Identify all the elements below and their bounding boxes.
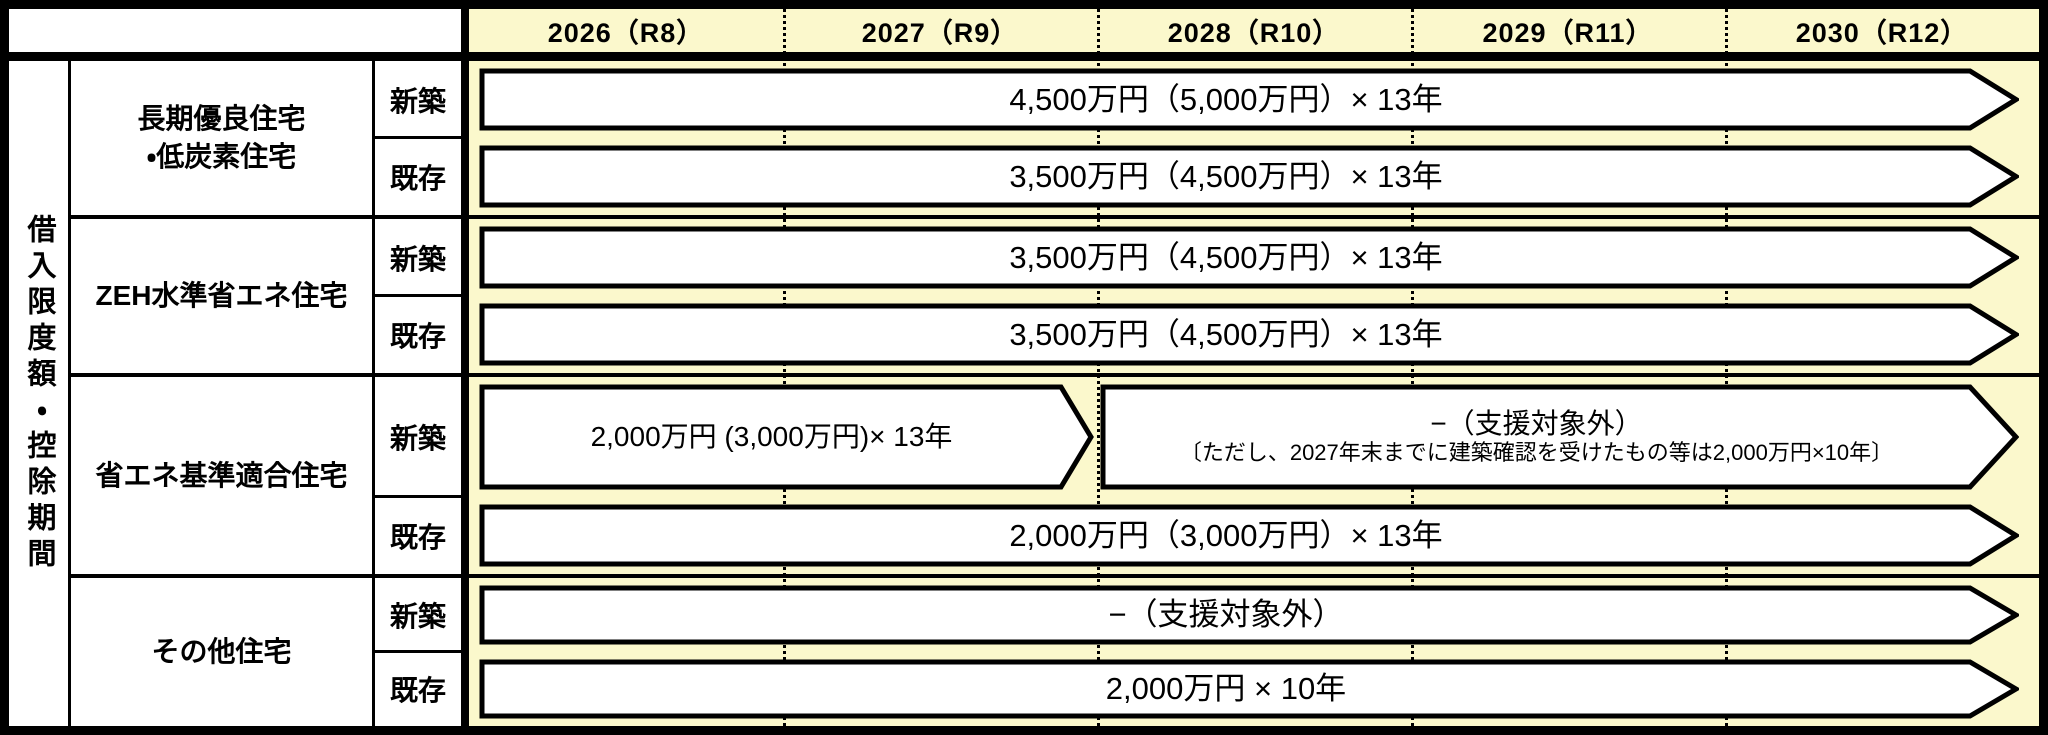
pennant-arrow-shape bbox=[1100, 384, 2019, 490]
arrow-g1-existing: 3,500万円（4,500万円）× 13年 bbox=[479, 145, 2019, 208]
arrow-note: 〔ただし、2027年末までに建築確認を受けたもの等は2,000万円×10年〕 bbox=[1179, 440, 1894, 466]
group-line-3-right bbox=[469, 574, 2039, 578]
category-zeh: ZEH水準省エネ住宅 bbox=[71, 219, 372, 373]
subtype-g2-new: 新築 bbox=[375, 219, 461, 296]
arrow-value: 3,500万円（4,500万円）× 13年 bbox=[1009, 158, 1443, 194]
arrow-value: 4,500万円（5,000万円）× 13年 bbox=[1009, 81, 1443, 117]
column-separator-2029-2030 bbox=[1725, 9, 1728, 726]
header-corner-cell bbox=[9, 9, 461, 52]
year-header-2026: 2026（R8） bbox=[547, 18, 705, 48]
category-sonota: その他住宅 bbox=[71, 578, 372, 726]
arrow-value: 2,000万円（3,000万円）× 13年 bbox=[1009, 517, 1443, 553]
arrow-g4-new: −（支援対象外） bbox=[479, 585, 2019, 645]
year-header-band bbox=[469, 9, 2039, 52]
group-line-2-left bbox=[71, 373, 461, 377]
pennant-arrow-shape bbox=[479, 659, 2019, 719]
year-header-2030: 2030（R12） bbox=[1795, 18, 1969, 48]
header-bottom-border bbox=[9, 52, 2039, 61]
column-separator-2027-2028 bbox=[1097, 9, 1100, 726]
arrow-value: 3,500万円（4,500万円）× 13年 bbox=[1009, 239, 1443, 275]
arrow-value: −（支援対象外） bbox=[1108, 597, 1344, 633]
pennant-arrow-shape bbox=[479, 504, 2019, 567]
arrow-g2-new: 3,500万円（4,500万円）× 13年 bbox=[479, 226, 2019, 289]
arrow-g3-existing: 2,000万円（3,000万円）× 13年 bbox=[479, 504, 2019, 567]
year-header-2029: 2029（R11） bbox=[1482, 18, 1654, 48]
row-separator-g4 bbox=[375, 650, 461, 653]
category-choki-yuryo: 長期優良住宅 ・低炭素住宅 bbox=[71, 61, 372, 215]
arrow-value: −（支援対象外） bbox=[1430, 408, 1643, 440]
arrow-value: 2,000万円 × 10年 bbox=[1105, 671, 1347, 707]
pennant-arrow-shape bbox=[479, 585, 2019, 645]
column-separator-2026-2027 bbox=[783, 9, 786, 726]
pennant-arrow-shape bbox=[479, 303, 2019, 366]
subtype-g3-existing: 既存 bbox=[375, 497, 461, 574]
subtype-g1-new: 新築 bbox=[375, 61, 461, 138]
subtype-g4-new: 新築 bbox=[375, 578, 461, 652]
year-header-2028: 2028（R10） bbox=[1167, 18, 1341, 48]
subtype-g1-existing: 既存 bbox=[375, 138, 461, 215]
column-separator-2028-2029 bbox=[1411, 9, 1414, 726]
subtype-g3-new: 新築 bbox=[375, 377, 461, 497]
category-shoene-kijun: 省エネ基準適合住宅 bbox=[71, 377, 372, 574]
row-axis-label: 借入限度額・控除期間 bbox=[23, 213, 55, 574]
subtype-g4-existing: 既存 bbox=[375, 652, 461, 726]
row-separator-g1 bbox=[375, 136, 461, 139]
group-line-2-right bbox=[469, 373, 2039, 377]
label-area-right-border bbox=[461, 9, 469, 726]
arrow-g4-existing: 2,000万円 × 10年 bbox=[479, 659, 2019, 719]
group-line-1-right bbox=[469, 215, 2039, 219]
category-column-border bbox=[372, 61, 375, 726]
arrow-g2-existing: 3,500万円（4,500万円）× 13年 bbox=[479, 303, 2019, 366]
arrow-g3-new-2026-2027: 2,000万円 (3,000万円)× 13年 bbox=[479, 384, 1094, 490]
group-line-1-left bbox=[71, 215, 461, 219]
axis-column-border bbox=[68, 61, 71, 726]
pennant-arrow-shape bbox=[479, 384, 1094, 490]
year-header-2027: 2027（R9） bbox=[861, 18, 1019, 48]
arrow-value: 3,500万円（4,500万円）× 13年 bbox=[1009, 316, 1443, 352]
row-separator-g3 bbox=[375, 495, 461, 498]
arrow-g1-new: 4,500万円（5,000万円）× 13年 bbox=[479, 68, 2019, 131]
row-separator-g2 bbox=[375, 294, 461, 297]
pennant-arrow-shape bbox=[479, 145, 2019, 208]
arrow-value: 2,000万円 (3,000万円)× 13年 bbox=[590, 420, 953, 452]
pennant-arrow-shape bbox=[479, 226, 2019, 289]
pennant-arrow-shape bbox=[479, 68, 2019, 131]
group-line-3-left bbox=[71, 574, 461, 578]
subtype-g2-existing: 既存 bbox=[375, 296, 461, 373]
row-axis-label-cell: 借入限度額・控除期間 bbox=[9, 61, 68, 726]
arrow-g3-new-2028-2030: −（支援対象外） 〔ただし、2027年末までに建築確認を受けたもの等は2,000… bbox=[1100, 384, 2019, 490]
